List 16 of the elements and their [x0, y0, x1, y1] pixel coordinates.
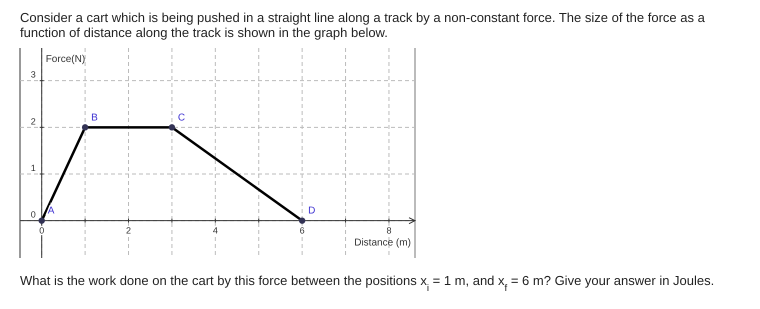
text: What is the work done on the cart by this force between the positions x$_{i}$ = 1 m, and x$_{f}$ = 6 m? Give your answer in Joules. [20, 273, 714, 294]
y-axis-title: Force(N) [46, 54, 86, 65]
x-tick-label: 8 [386, 226, 392, 236]
x-tick-label: 4 [212, 226, 218, 236]
annotation: D [308, 206, 316, 217]
x-tick-label: 6 [300, 226, 305, 236]
y-tick-label: 3 [30, 70, 36, 80]
y-tick-label: 0 [30, 210, 36, 220]
y-tick-label: 1 [30, 163, 36, 173]
annotation: A [48, 206, 55, 217]
y-tick-label: 2 [30, 116, 36, 126]
x-axis-title: Distance (m) [354, 238, 411, 249]
x-tick-label: 2 [126, 226, 132, 236]
annotation: C [178, 112, 186, 124]
annotation: B [91, 112, 98, 124]
chart-title: Consider a cart which is being pushed in a straight line along a track by a non-constant force. The size of the force as a function of distance along the track is shown in the graph below. [20, 10, 706, 40]
